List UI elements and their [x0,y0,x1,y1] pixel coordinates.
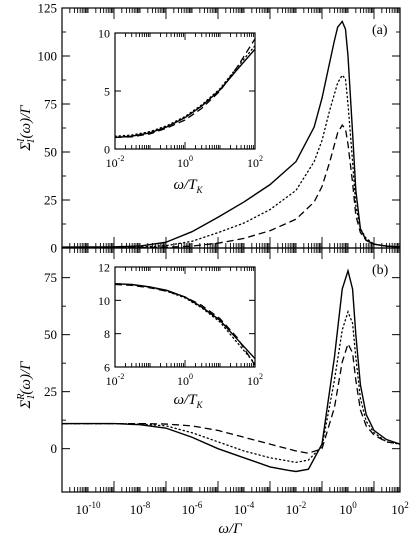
panel-b-inset-xtick-label: 100 [177,372,193,388]
panel-a-inset: 0 5 10 10-2 100 102 ω/TK [98,27,263,196]
panel-b-xtick-label: 10-4 [234,500,255,517]
panel-a: 0 25 50 75 100 125 (a) ΣI1(ω)/Γ 0 5 10 10-2 100 10… [16,1,401,256]
panel-b-series-solid-line [62,268,400,473]
panel-b-inset-ytick-label: 10 [98,294,110,308]
panel-b-xtick-label: 10-6 [182,500,203,517]
panel-a-inset-xtick-label: 102 [247,154,263,170]
panel-a-series-dashed-line [62,124,400,248]
panel-b-inset-ticks: 6 8 10 12 10-2 100 102 [98,261,263,389]
panel-b-series-dotted-line [62,309,400,464]
panel-b-inset-xtick-label: 102 [247,372,263,388]
panel-a-series-dotted-line [62,74,400,248]
panel-b-inset-xtick-label: 10-2 [106,372,125,388]
panel-a-ytick-label: 25 [44,193,57,208]
panel-a-inset-ytick-label: 5 [104,85,110,99]
panel-a-inset-series-solid-line [115,48,255,139]
panel-b-inset-ytick-label: 12 [98,261,110,275]
panel-b-inset-background [115,267,255,367]
panel-b-ytick-label: 25 [44,384,57,399]
panel-b-inset-series-dotted-line [115,283,255,365]
panel-a-inset-xtick-label: 10-2 [106,154,125,170]
panel-b-xtick-label: 102 [391,500,409,517]
panel-b-xlabel: ω/Γ [218,521,243,537]
panel-b-inset-frame [114,266,256,368]
panel-b-xtick-label: 10-2 [286,500,307,517]
panel-a-inset-ytick-label: 10 [98,27,110,41]
panel-b-inset-series-dashed-line [115,283,255,366]
panel-a-inset-series-group [115,38,255,139]
panel-b-inset: 6 8 10 12 10-2 100 102 ω/TK [98,261,263,411]
panel-b-xtick-label: 10-10 [76,500,101,517]
panel-b-inset-ytick-label: 8 [104,327,110,341]
panel-a-inset-background [115,33,255,149]
panel-b-ticks: 0 25 50 75 10-10 10-8 10-6 10-4 10-2 100 102 [44,248,409,517]
panel-a-label: (a) [372,23,388,38]
panel-b-frame [61,247,401,493]
panel-a-series-group [62,20,400,248]
panel-b-xtick-label: 10-8 [130,500,151,517]
panel-a-ytick-label: 100 [38,49,58,64]
panel-a-ytick-label: 50 [44,145,57,160]
panel-a-ytick-label: 0 [51,241,58,256]
panel-b-xtick-label: 100 [339,500,357,517]
panel-a-inset-xtick-label: 100 [177,154,193,170]
panel-b-ytick-label: 75 [44,270,57,285]
panel-a-inset-xlabel: ω/TK [173,177,203,195]
panel-a-ytick-label: 125 [38,1,58,16]
panel-b: 0 25 50 75 10-10 10-8 10-6 10-4 10-2 100 102 (b) Σ… [16,247,409,537]
panel-b-label: (b) [372,263,389,278]
panel-b-series-dashed-line [62,342,400,454]
panel-b-inset-ytick-label: 6 [104,361,110,375]
panel-a-inset-series-dashed-line [115,38,255,139]
panel-a-inset-frame [114,32,256,150]
panel-a-ytick-label: 75 [44,97,57,112]
panel-a-inset-ytick-label: 0 [104,143,110,157]
panel-b-ytick-label: 50 [44,327,57,342]
panel-b-ytick-label: 0 [51,441,58,456]
panel-b-inset-xlabel: ω/TK [173,392,203,410]
panel-b-ylabel: ΣR1(ω)/Γ [16,360,37,410]
panel-b-series-group [62,268,400,473]
panel-a-ylabel: ΣI1(ω)/Γ [16,104,37,152]
panel-b-inset-series-group [115,282,255,366]
